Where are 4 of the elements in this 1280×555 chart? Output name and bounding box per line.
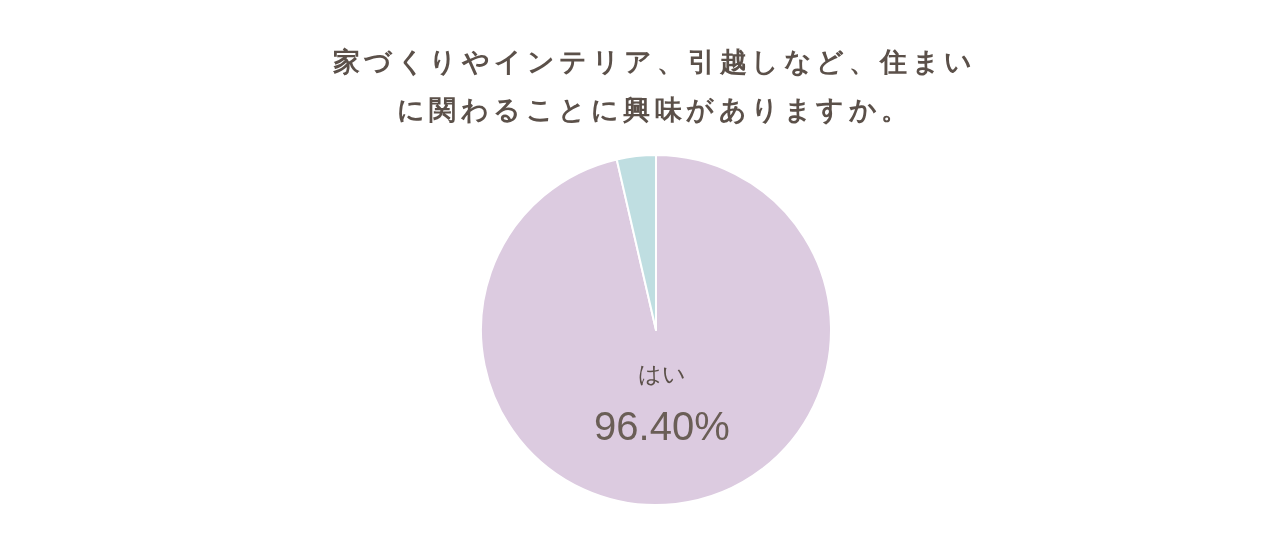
slice: はい 96.40%	[480, 154, 832, 506]
slice-label: はい	[637, 361, 686, 388]
data-label: 96.40%	[594, 404, 730, 449]
chart-title: 家づくりやインテリア、引越しなど、住まいに関わることに興味がありますか。	[332, 45, 977, 127]
